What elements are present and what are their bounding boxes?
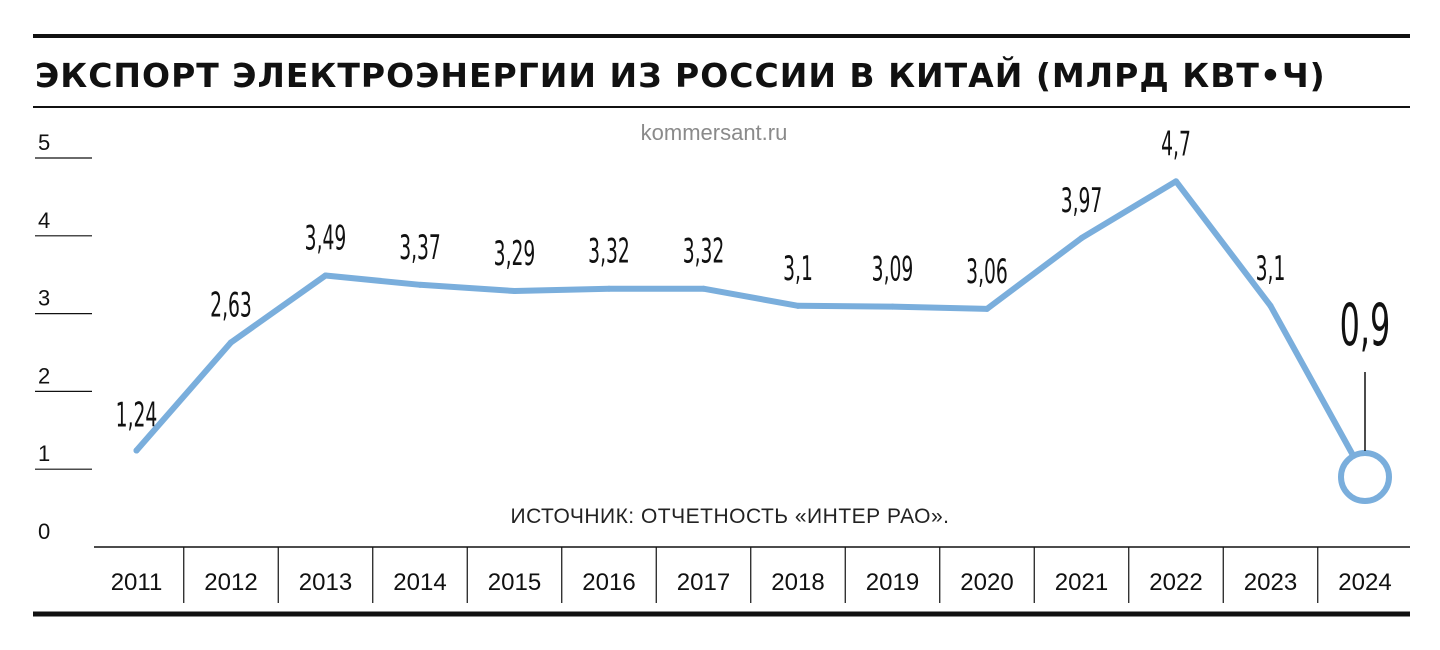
x-tick-label: 2017	[677, 569, 730, 596]
data-point	[795, 302, 801, 309]
data-label: 3,37	[399, 229, 441, 267]
data-point	[417, 281, 423, 288]
x-tick-label: 2014	[393, 569, 446, 596]
x-axis: 2011 2012 2013 2014 2015 2016 2017 2018 2019 2020…	[94, 546, 1410, 603]
chart-title: ЭКСПОРТ ЭЛЕКТРОЭНЕРГИИ ИЗ РОССИИ В КИТАЙ…	[35, 55, 1326, 95]
data-label: 3,1	[1256, 250, 1286, 288]
source-note: ИСТОЧНИК: ОТЧЕТНОСТЬ «ИНТЕР РАО».	[511, 505, 950, 528]
x-tick-label: 2011	[111, 569, 163, 596]
data-point	[1267, 302, 1274, 309]
y-tick-label: 1	[38, 441, 50, 466]
data-labels: 1,24 2,63 3,49 3,37 3,29 3,32 3,32 3,1 3,09 3,06 3…	[116, 126, 1391, 436]
data-point	[228, 339, 234, 346]
data-point	[1173, 178, 1179, 185]
data-point	[984, 305, 990, 312]
x-tick-label: 2022	[1149, 569, 1202, 596]
data-label: 4,7	[1161, 126, 1191, 164]
x-tick-label: 2016	[582, 569, 635, 596]
data-label: 3,09	[872, 251, 914, 289]
data-point	[889, 303, 896, 310]
data-label: 3,32	[588, 233, 630, 271]
x-tick-label: 2013	[299, 569, 352, 596]
data-label: 2,63	[210, 287, 252, 325]
data-label: 3,1	[783, 250, 813, 288]
data-point	[606, 285, 612, 292]
x-tick-label: 2023	[1244, 569, 1297, 596]
data-point	[1078, 235, 1085, 242]
y-tick-label: 4	[38, 208, 50, 233]
x-tick-label: 2018	[771, 569, 824, 596]
highlight-marker	[1338, 449, 1392, 504]
y-axis: 0 1 2 3 4 5	[35, 130, 92, 544]
data-point	[133, 447, 140, 454]
data-point	[700, 285, 707, 292]
y-tick-label: 5	[38, 130, 50, 155]
data-point	[511, 288, 518, 295]
series-line	[133, 178, 1368, 480]
data-point	[322, 272, 329, 279]
y-tick-label: 3	[38, 286, 50, 311]
data-label: 3,06	[966, 253, 1008, 291]
y-tick-label: 0	[38, 519, 50, 544]
x-tick-label: 2021	[1055, 569, 1108, 596]
y-tick-label: 2	[38, 363, 50, 388]
x-tick-label: 2024	[1338, 569, 1391, 596]
data-label: 3,97	[1061, 182, 1103, 220]
x-tick-label: 2015	[488, 569, 541, 596]
data-label: 3,29	[494, 235, 536, 273]
data-label: 1,24	[116, 397, 158, 435]
data-label: 3,32	[683, 233, 725, 271]
watermark: kommersant.ru	[641, 120, 788, 145]
x-tick-label: 2019	[866, 569, 919, 596]
data-label: 3,49	[305, 220, 347, 258]
x-tick-label: 2012	[204, 569, 257, 596]
x-tick-label: 2020	[960, 569, 1013, 596]
series-export	[133, 178, 1392, 504]
data-label: 0,9	[1340, 293, 1391, 360]
